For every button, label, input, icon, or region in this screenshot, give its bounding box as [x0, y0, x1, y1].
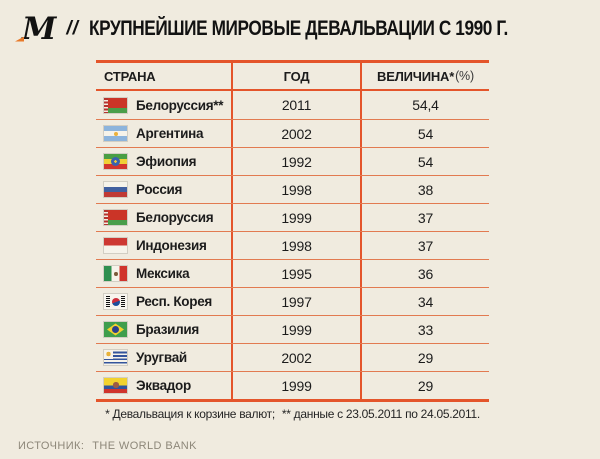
column-header-value-unit: (%) [455, 69, 474, 83]
flag-belarus-icon [104, 210, 127, 225]
table-row: Индонезия 1998 37 [96, 231, 489, 259]
table-row: Эквадор 1999 29 [96, 371, 489, 399]
flag-argentina-icon [104, 126, 127, 141]
country-name: Россия [136, 182, 183, 197]
flag-ecuador-icon [104, 378, 127, 393]
column-header-value: ВЕЛИЧИНА* (%) [362, 63, 489, 89]
country-cell: Аргентина [96, 120, 231, 147]
country-cell: Россия [96, 176, 231, 203]
table-row: Респ. Корея 1997 34 [96, 287, 489, 315]
table-row: Бразилия 1999 33 [96, 315, 489, 343]
page-title: КРУПНЕЙШИЕ МИРОВЫЕ ДЕВАЛЬВАЦИИ С 1990 Г. [88, 17, 508, 40]
year-value: 1999 [231, 372, 362, 399]
double-slash-icon: // [66, 18, 79, 39]
year-value: 1999 [231, 316, 362, 343]
country-name: Респ. Корея [136, 294, 212, 309]
devaluation-value: 36 [417, 265, 434, 282]
footnote-basket: * Девальвация к корзине валют; [105, 407, 275, 421]
country-cell: Мексика [96, 260, 231, 287]
year-value: 1995 [231, 260, 362, 287]
header: М // КРУПНЕЙШИЕ МИРОВЫЕ ДЕВАЛЬВАЦИИ С 19… [15, 10, 600, 47]
devaluation-value: 38 [417, 181, 434, 198]
year-value: 1999 [231, 204, 362, 231]
flag-indonesia-icon [104, 238, 127, 253]
year-value: 2002 [231, 120, 362, 147]
country-name: Индонезия [136, 238, 207, 253]
flag-south-korea-icon [104, 294, 127, 309]
table-row: Мексика 1995 36 [96, 259, 489, 287]
country-name: Белоруссия [136, 210, 214, 225]
country-name: Уругвай [136, 350, 187, 365]
country-cell: Респ. Корея [96, 288, 231, 315]
logo-flame-icon [15, 36, 24, 42]
flag-belarus-icon [104, 97, 127, 113]
table-row: Уругвай 2002 29 [96, 343, 489, 371]
table-row: Аргентина 2002 54 [96, 119, 489, 147]
flag-russia-icon [104, 182, 127, 197]
column-header-country: СТРАНА [104, 68, 156, 84]
table-row: Белоруссия 1999 37 [96, 203, 489, 231]
country-cell: Белоруссия [96, 204, 231, 231]
flag-ethiopia-icon [104, 154, 127, 169]
country-cell: Уругвай [96, 344, 231, 371]
country-name: Аргентина [136, 126, 204, 141]
flag-mexico-icon [104, 266, 127, 281]
devaluation-value: 29 [417, 377, 434, 394]
country-cell: Индонезия [96, 232, 231, 259]
flag-uruguay-icon [104, 350, 127, 365]
country-cell: Бразилия [96, 316, 231, 343]
devaluation-value: 29 [417, 349, 434, 366]
column-header-year: ГОД [231, 63, 362, 89]
source-line: ИСТОЧНИК: THE WORLD BANK [18, 440, 197, 452]
country-name: Мексика [136, 266, 190, 281]
column-header-value-bold: ВЕЛИЧИНА* [377, 68, 455, 84]
footnote-dates: ** данные с 23.05.2011 по 24.05.2011. [281, 407, 480, 421]
year-value: 2002 [231, 344, 362, 371]
year-value: 1992 [231, 148, 362, 175]
year-value: 1998 [231, 176, 362, 203]
flag-brazil-icon [104, 322, 127, 337]
source-label: ИСТОЧНИК: [18, 440, 85, 452]
devaluation-value: 37 [417, 209, 434, 226]
devaluation-table: СТРАНА ГОД ВЕЛИЧИНА* (%) Белоруссия** 201… [96, 60, 489, 402]
table-row: Россия 1998 38 [96, 175, 489, 203]
country-name: Бразилия [136, 322, 199, 337]
footnote: * Девальвация к корзине валют; ** данные … [96, 407, 489, 421]
year-value: 1997 [231, 288, 362, 315]
year-value: 2011 [231, 91, 362, 119]
country-name: Белоруссия** [136, 97, 224, 113]
devaluation-value: 54,4 [412, 97, 439, 113]
country-name: Эфиопия [136, 154, 197, 169]
brand-logo: М [15, 10, 56, 47]
devaluation-value: 54 [417, 125, 434, 142]
devaluation-value: 34 [417, 293, 434, 310]
brand-logo-letter: М [22, 10, 56, 47]
devaluation-value: 37 [417, 237, 434, 254]
table-body: Белоруссия** 2011 54,4 Аргентина 2002 54… [96, 91, 489, 399]
table-header-row: СТРАНА ГОД ВЕЛИЧИНА* (%) [96, 63, 489, 91]
table-row: Эфиопия 1992 54 [96, 147, 489, 175]
devaluation-value: 54 [417, 153, 434, 170]
year-value: 1998 [231, 232, 362, 259]
country-cell: Эфиопия [96, 148, 231, 175]
devaluation-value: 33 [417, 321, 434, 338]
country-cell: Эквадор [96, 372, 231, 399]
source-value: THE WORLD BANK [92, 440, 197, 452]
country-cell: Белоруссия** [96, 91, 231, 119]
table-row: Белоруссия** 2011 54,4 [96, 91, 489, 119]
country-name: Эквадор [136, 378, 191, 393]
